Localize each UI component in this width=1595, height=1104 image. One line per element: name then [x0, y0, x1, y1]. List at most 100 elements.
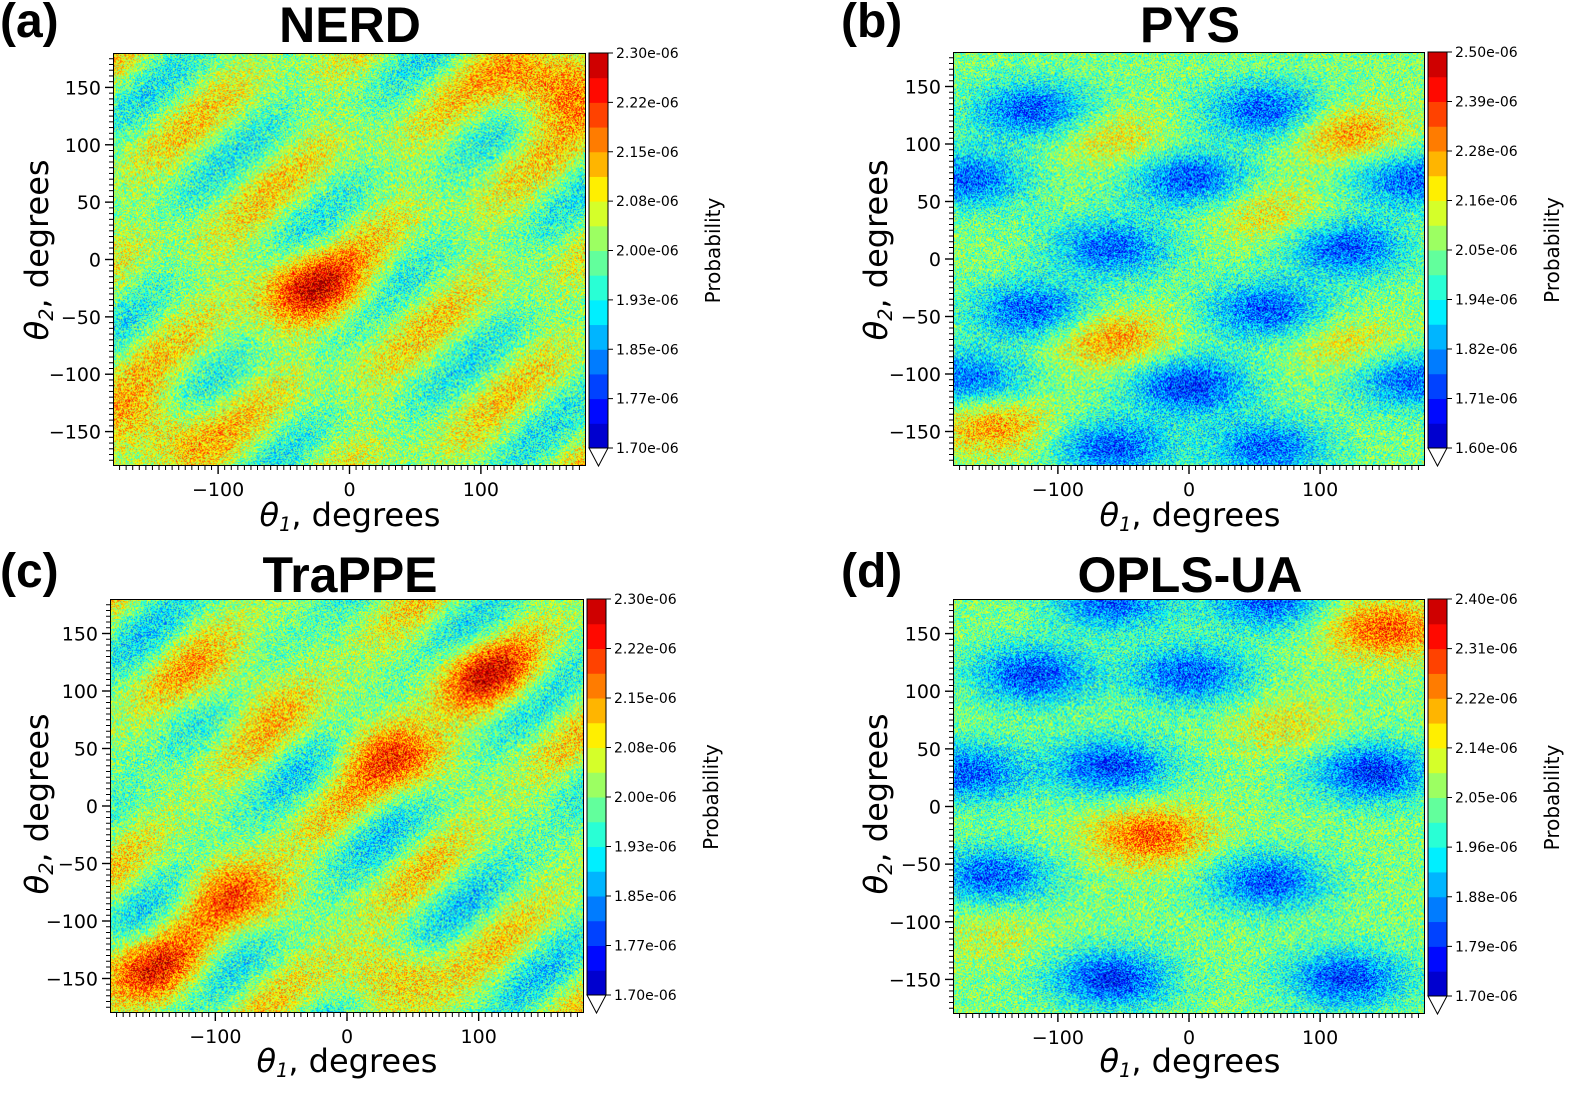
x-tick-label: 0: [1183, 479, 1195, 501]
x-tick-label: 0: [341, 1026, 353, 1048]
colorbar-band: [1428, 126, 1447, 152]
colorbar-band: [1428, 871, 1447, 898]
x-tick-label: 100: [461, 1026, 497, 1048]
panel-trappe: (c) TraPPE θ1, degrees θ2, degrees −100 0…: [0, 548, 797, 1104]
colorbar-band: [589, 373, 608, 400]
colorbar-tick-label: 1.71e-06: [1455, 392, 1518, 408]
colorbar-band: [589, 423, 608, 449]
colorbar-tick-label: 1.79e-06: [1455, 939, 1518, 955]
y-tick-label: −150: [46, 969, 98, 991]
x-tick-label: 100: [1302, 1027, 1338, 1049]
colorbar-tick-label: 2.30e-06: [616, 46, 679, 62]
colorbar-band: [587, 797, 606, 823]
y-tick-label: 100: [905, 681, 941, 703]
colorbar-band: [1428, 423, 1447, 449]
colorbar-tick-label: 1.88e-06: [1455, 890, 1518, 906]
colorbar-band: [587, 871, 606, 897]
colorbar-band: [587, 896, 606, 922]
colorbar-band: [587, 772, 606, 798]
colorbar-tick-label: 1.93e-06: [616, 293, 679, 309]
y-tick-label: 0: [89, 250, 101, 272]
colorbar-band: [587, 648, 606, 674]
colorbar-tick-label: 1.93e-06: [614, 840, 677, 856]
colorbar-tick-label: 1.70e-06: [1455, 989, 1518, 1005]
colorbar-band: [1428, 52, 1447, 78]
colorbar-band: [587, 920, 606, 946]
y-tick-label: 50: [77, 192, 101, 214]
colorbar-tick-label: 2.15e-06: [614, 691, 677, 707]
chart-title: OPLS-UA: [1077, 547, 1303, 603]
x-tick-label: 100: [1302, 479, 1338, 501]
colorbar-band: [589, 201, 608, 227]
colorbar-band: [1428, 101, 1447, 127]
colorbar-tick-label: 2.08e-06: [616, 194, 679, 210]
y-tick-label: −100: [46, 911, 98, 933]
colorbar-label: Probability: [1540, 744, 1564, 850]
colorbar-tick-label: 2.15e-06: [616, 145, 679, 161]
colorbar-tick-label: 1.60e-06: [1455, 441, 1518, 457]
colorbar-band: [587, 821, 606, 847]
colorbar-extend-arrow: [586, 994, 607, 1015]
heatmap-plot: [113, 53, 586, 466]
colorbar-band: [589, 77, 608, 103]
colorbar-band: [1428, 946, 1447, 972]
colorbar-band: [1428, 747, 1447, 774]
colorbar-tick-label: 2.16e-06: [1455, 194, 1518, 210]
colorbar-label: Probability: [699, 744, 723, 850]
colorbar-band: [1428, 274, 1447, 300]
colorbar-band: [589, 176, 608, 202]
colorbar-tick-label: 2.14e-06: [1455, 741, 1518, 757]
x-axis-label: θ1, degrees: [256, 1042, 438, 1082]
colorbar-band: [587, 945, 606, 971]
colorbar-band: [587, 722, 606, 748]
colorbar-band: [1428, 723, 1447, 749]
x-axis-label: θ1, degrees: [1099, 1042, 1281, 1082]
colorbar-band: [1428, 324, 1447, 350]
colorbar-band: [1428, 250, 1447, 276]
colorbar-tick-label: 2.22e-06: [1455, 691, 1518, 707]
x-tick-label: −100: [1032, 1027, 1084, 1049]
x-tick-label: −100: [192, 479, 244, 501]
colorbar-band: [587, 846, 606, 872]
chart-title: TraPPE: [262, 547, 438, 603]
y-tick-label: −50: [901, 307, 941, 329]
y-tick-label: 150: [905, 624, 941, 646]
colorbar-band: [1428, 971, 1447, 997]
colorbar-band: [589, 398, 608, 424]
colorbar-band: [589, 102, 608, 128]
chart-title: PYS: [1139, 0, 1241, 53]
colorbar-band: [1428, 398, 1447, 424]
colorbar-tick-label: 2.28e-06: [1455, 144, 1518, 160]
panel-label: (b): [841, 0, 903, 48]
y-tick-label: 0: [929, 249, 941, 271]
colorbar-tick-label: 2.05e-06: [1455, 791, 1518, 807]
colorbar-band: [1428, 921, 1447, 947]
x-tick-label: 0: [343, 479, 355, 501]
heatmap-plot: [110, 599, 584, 1013]
chart-title: NERD: [279, 0, 421, 53]
x-axis-label: θ1, degrees: [259, 496, 441, 536]
colorbar-tick-label: 2.30e-06: [614, 592, 677, 608]
y-tick-label: 50: [74, 739, 98, 761]
colorbar-tick-label: 1.70e-06: [616, 441, 679, 457]
colorbar-band: [589, 151, 608, 177]
colorbar-extend-arrow: [588, 447, 609, 468]
axes-overlay: −100 0 100 150 100 50 0 −50 −100 −150 2.40e-06 2.31…: [889, 592, 1564, 1049]
y-tick-label: −100: [889, 912, 941, 934]
axes-overlay: −100 0 100 150 100 50 0 −50 −100 −150 2.50e-06 2.39…: [889, 45, 1564, 501]
panel-opls-ua: (d) OPLS-UA θ1, degrees θ2, degrees −100…: [835, 548, 1595, 1104]
y-tick-label: 50: [917, 739, 941, 761]
colorbar-band: [1428, 349, 1447, 375]
y-tick-label: 100: [65, 135, 101, 157]
y-tick-label: −100: [889, 364, 941, 386]
colorbar-band: [587, 623, 606, 649]
colorbar-tick-label: 2.39e-06: [1455, 95, 1518, 111]
colorbar-tick-label: 2.22e-06: [614, 642, 677, 658]
colorbar-band: [1428, 200, 1447, 226]
heatmap-plot: [953, 52, 1425, 466]
colorbar-tick-label: 2.50e-06: [1455, 45, 1518, 61]
y-tick-label: 150: [65, 77, 101, 99]
colorbar-tick-label: 1.82e-06: [1455, 342, 1518, 358]
colorbar-band: [589, 225, 608, 251]
colorbar-band: [589, 299, 608, 326]
